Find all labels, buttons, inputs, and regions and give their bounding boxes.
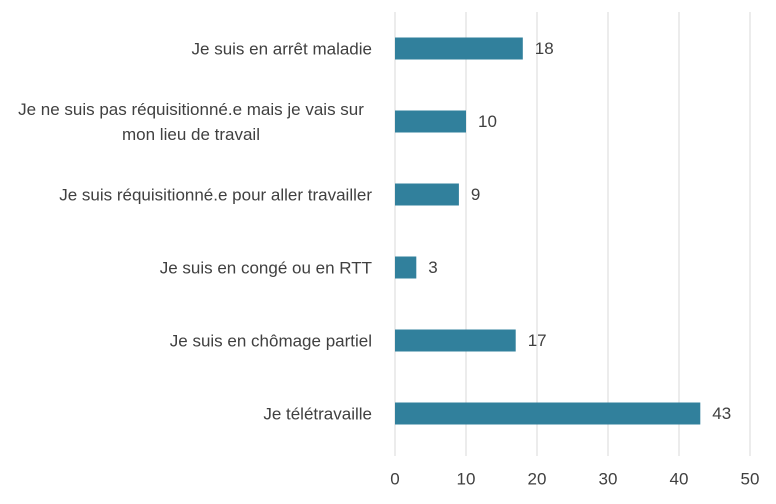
x-tick-label: 50 bbox=[741, 469, 760, 488]
category-label: Je suis réquisitionné.e pour aller trava… bbox=[59, 185, 372, 204]
value-label: 18 bbox=[535, 39, 554, 58]
category-label: Je télétravaille bbox=[263, 404, 372, 423]
category-label: Je suis en arrêt maladie bbox=[191, 39, 372, 58]
bar bbox=[395, 37, 523, 60]
category-label: Je ne suis pas réquisitionné.e mais je v… bbox=[18, 99, 364, 144]
x-tick-label: 40 bbox=[670, 469, 689, 488]
bar bbox=[395, 256, 417, 279]
value-label: 17 bbox=[528, 331, 547, 350]
category-label: Je suis en congé ou en RTT bbox=[159, 258, 372, 277]
value-label: 10 bbox=[478, 112, 497, 131]
x-tick-label: 30 bbox=[599, 469, 618, 488]
x-tick-label: 0 bbox=[390, 469, 399, 488]
x-tick-label: 10 bbox=[457, 469, 476, 488]
bar bbox=[395, 110, 466, 133]
category-label: Je suis en chômage partiel bbox=[169, 331, 372, 350]
value-label: 3 bbox=[428, 258, 437, 277]
bar bbox=[395, 329, 516, 352]
value-label: 9 bbox=[471, 185, 480, 204]
x-tick-label: 20 bbox=[528, 469, 547, 488]
value-label: 43 bbox=[712, 404, 731, 423]
bar bbox=[395, 402, 701, 425]
bar bbox=[395, 183, 459, 206]
